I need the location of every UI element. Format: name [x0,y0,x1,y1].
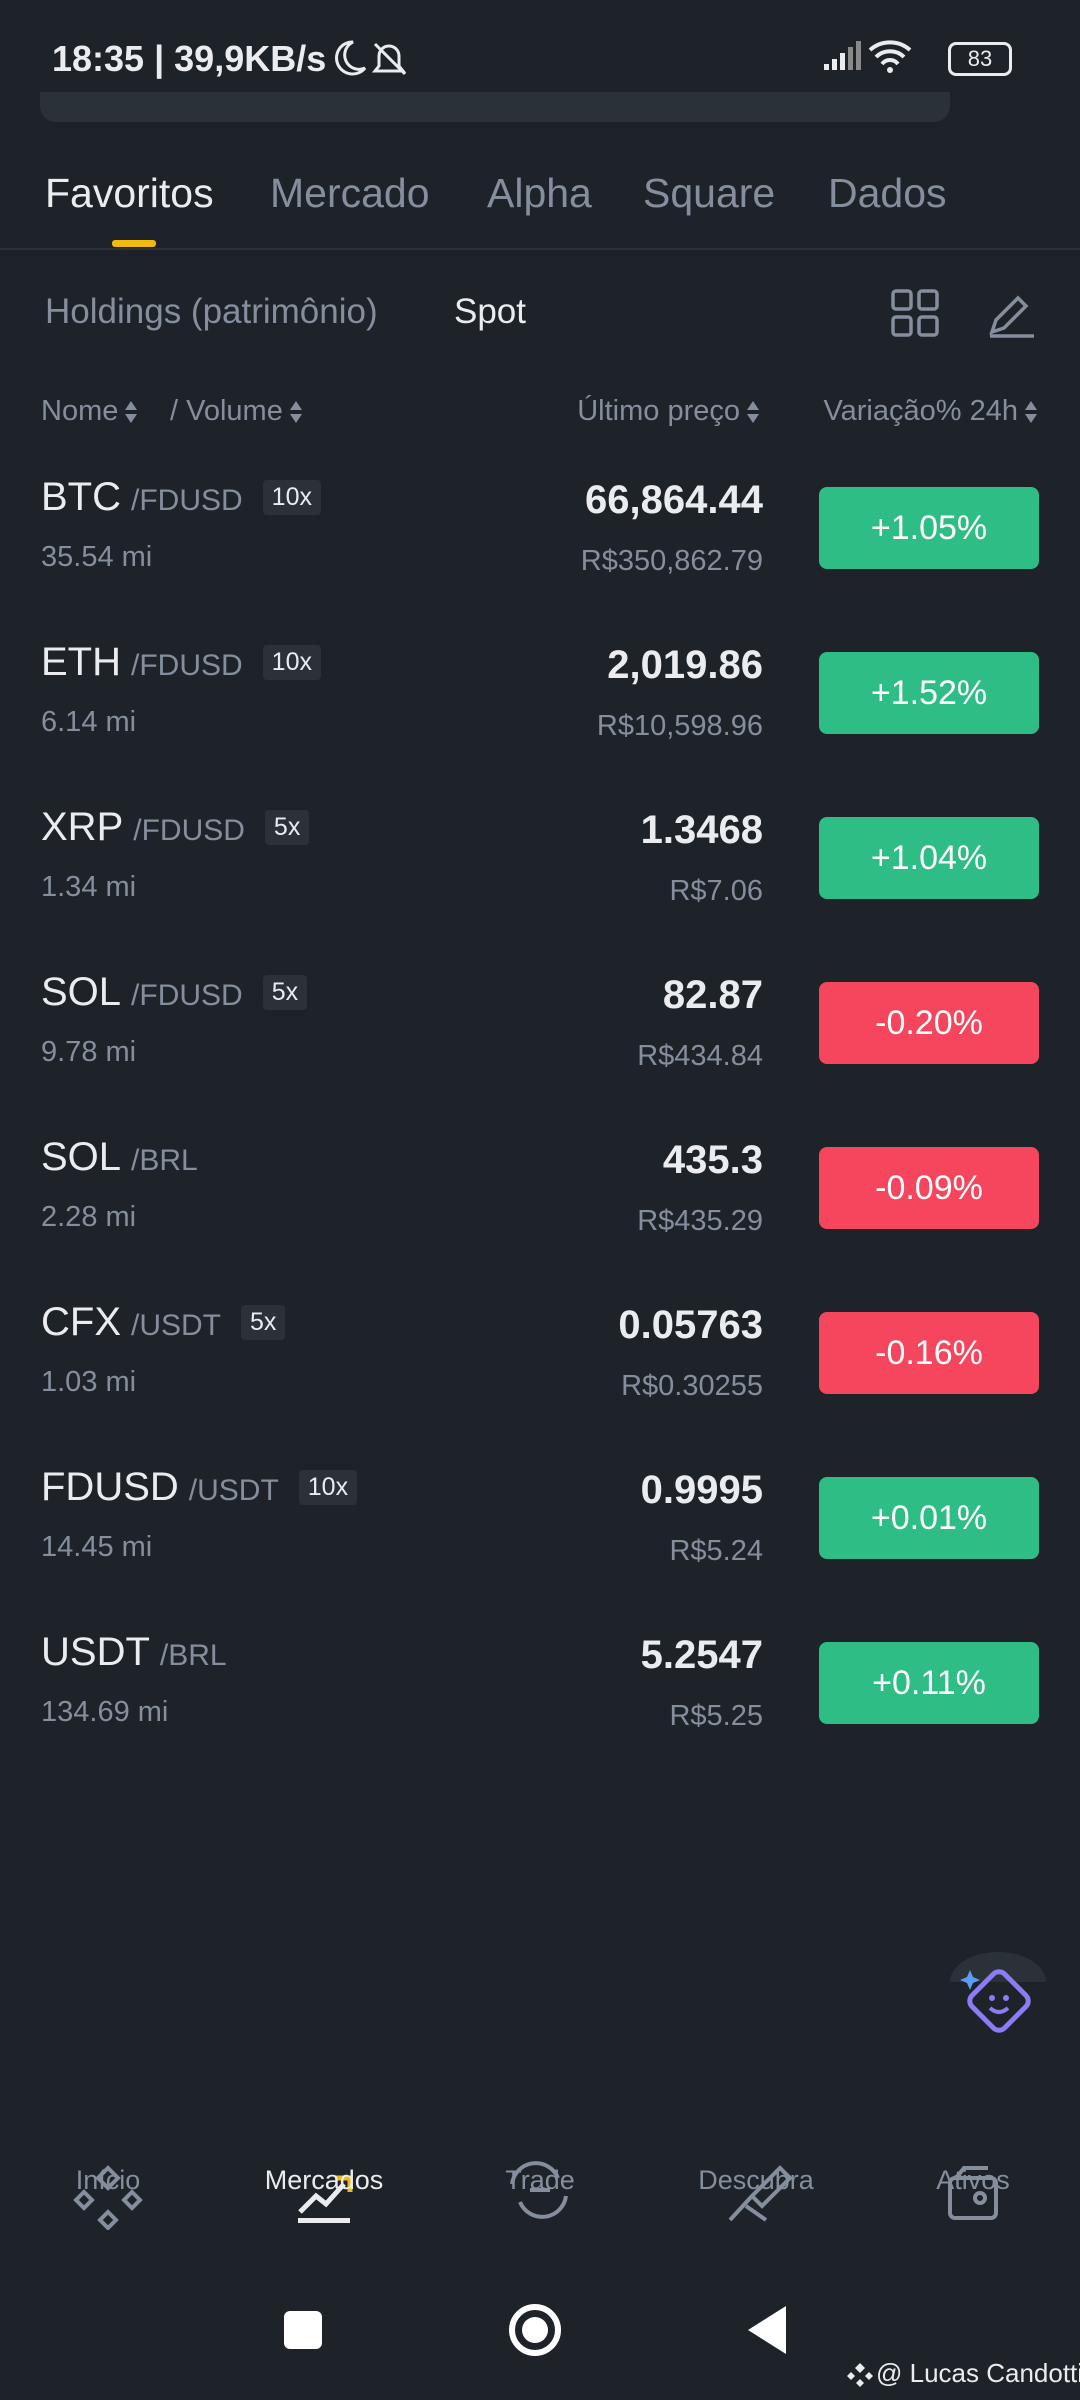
pair-name[interactable]: ETH/FDUSD 10x [41,640,321,685]
change-badge[interactable]: +0.11% [819,1642,1039,1724]
price: 2,019.86 [607,643,763,687]
quote-asset: /FDUSD [133,814,245,847]
base-asset: SOL [41,970,122,1014]
price: 82.87 [662,973,763,1017]
change-badge[interactable]: -0.09% [819,1147,1039,1229]
volume: 9.78 mi [41,1036,137,1068]
change-badge[interactable]: +1.04% [819,817,1039,899]
ai-assistant-button[interactable] [946,1952,1050,2042]
column-label: Último preço [577,395,740,427]
fiat-price: R$0.30255 [621,1370,763,1402]
subtab[interactable]: Spot [454,292,526,331]
status-icons [335,40,407,76]
divider [0,248,1080,250]
volume: 2.28 mi [41,1201,137,1233]
tab[interactable]: Alpha [487,170,592,216]
volume: 14.45 mi [41,1531,153,1563]
quote-asset: /FDUSD [131,979,243,1012]
fiat-price: R$5.24 [669,1535,763,1567]
price: 0.9995 [640,1468,763,1512]
nav-item[interactable]: Mercados [264,2165,384,2195]
fiat-price: R$350,862.79 [580,545,763,577]
tab[interactable]: Mercado [270,170,430,216]
nav-item[interactable]: Trade [505,2165,575,2195]
column-header[interactable]: / Volume [170,395,303,428]
status-time: 18:35 | 39,9KB/s [52,38,327,79]
change-badge[interactable]: -0.20% [819,982,1039,1064]
bottom-nav-icons [73,2161,998,2230]
pair-name[interactable]: BTC/FDUSD 10x [41,475,321,520]
subtab[interactable]: Holdings (patrimônio) [45,292,378,331]
quote-asset: /BRL [131,1144,198,1177]
tab[interactable]: Favoritos [45,170,214,216]
watermark: @ Lucas Candotti [876,2358,1080,2388]
volume: 1.34 mi [41,871,137,903]
price: 1.3468 [640,808,763,852]
quote-asset: /USDT [188,1474,279,1507]
base-asset: BTC [41,475,121,519]
fiat-price: R$10,598.96 [596,710,763,742]
volume: 1.03 mi [41,1366,137,1398]
pair-name[interactable]: FDUSD/USDT 10x [41,1465,358,1510]
change-badge[interactable]: +1.05% [819,487,1039,569]
volume: 134.69 mi [41,1696,169,1728]
pair-name[interactable]: SOL/FDUSD 5x [41,970,308,1015]
quote-asset: /BRL [159,1639,227,1672]
nav-item[interactable]: Ativos [936,2165,1010,2195]
base-asset: SOL [41,1135,122,1179]
pair-name[interactable]: SOL/BRL [41,1135,198,1180]
column-label: / Volume [170,395,283,427]
watermark-logo [847,2363,873,2387]
base-asset: FDUSD [41,1465,179,1509]
change-badge[interactable]: -0.16% [819,1312,1039,1394]
system-nav [284,2304,786,2356]
leverage-badge: 10x [298,1470,358,1505]
base-asset: XRP [41,805,124,849]
base-asset: CFX [41,1300,121,1344]
leverage-badge: 5x [262,975,308,1010]
change-badge[interactable]: +0.01% [819,1477,1039,1559]
price: 0.05763 [618,1303,763,1347]
price: 5.2547 [640,1633,763,1677]
column-label: Nome [41,395,119,427]
quote-asset: /USDT [131,1309,221,1342]
tab[interactable]: Dados [828,170,947,216]
column-header[interactable]: Nome [41,395,138,428]
column-label: Variação% 24h [823,395,1018,427]
leverage-badge: 5x [241,1305,286,1340]
column-header[interactable]: Último preço [577,395,760,428]
fiat-price: R$5.25 [669,1700,763,1732]
base-asset: ETH [41,640,121,684]
fiat-price: R$434.84 [637,1040,763,1072]
battery: 83 [948,42,1012,76]
price: 66,864.44 [585,478,763,522]
leverage-badge: 10x [262,480,321,515]
leverage-badge: 5x [264,810,310,845]
price: 435.3 [662,1138,763,1182]
volume: 6.14 mi [41,706,137,738]
quote-asset: /FDUSD [131,484,243,517]
nav-item[interactable]: Início [75,2165,141,2195]
pair-name[interactable]: USDT/BRL [41,1630,227,1675]
nav-item[interactable]: Descubra [698,2165,814,2195]
leverage-badge: 10x [262,645,321,680]
quote-asset: /FDUSD [131,649,243,682]
search-bar[interactable] [40,92,950,122]
column-header[interactable]: Variação% 24h [823,395,1038,428]
tab-indicator [112,240,156,247]
pair-name[interactable]: CFX/USDT 5x [41,1300,286,1345]
fiat-price: R$7.06 [669,875,763,907]
volume: 35.54 mi [41,541,153,573]
change-badge[interactable]: +1.52% [819,652,1039,734]
pair-name[interactable]: XRP/FDUSD 5x [41,805,310,850]
view-edit-icons[interactable] [890,288,1040,340]
tab[interactable]: Square [643,170,776,216]
fiat-price: R$435.29 [637,1205,763,1237]
base-asset: USDT [41,1630,150,1674]
signal-wifi [824,40,912,73]
